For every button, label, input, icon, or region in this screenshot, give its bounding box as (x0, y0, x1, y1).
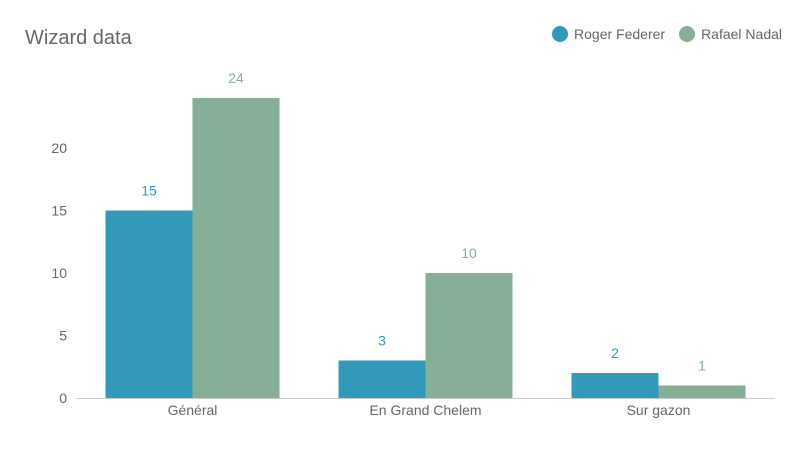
y-tick-label: 15 (51, 203, 67, 219)
bar-series-1[interactable] (571, 373, 659, 398)
x-tick-label: Général (168, 402, 218, 418)
y-tick-label: 0 (59, 390, 67, 406)
legend-label-series-2: Rafael Nadal (701, 26, 782, 42)
legend-item-series-1[interactable]: Roger Federer (552, 26, 665, 42)
legend-item-series-2[interactable]: Rafael Nadal (679, 26, 782, 42)
y-tick-label: 20 (51, 140, 67, 156)
x-tick-label: Sur gazon (627, 402, 691, 418)
bar-value-label: 1 (698, 358, 706, 374)
y-tick-label: 10 (51, 265, 67, 281)
legend-swatch-series-1 (552, 26, 569, 42)
legend-label-series-1: Roger Federer (574, 26, 666, 42)
bar-series-2[interactable] (192, 98, 280, 398)
bar-series-1[interactable] (105, 210, 193, 399)
bar-value-label: 2 (611, 345, 619, 361)
x-tick-label: En Grand Chelem (369, 402, 481, 418)
bar-value-label: 24 (228, 70, 244, 86)
chart-title: Wizard data (25, 27, 132, 49)
bar-value-label: 3 (378, 333, 386, 349)
chart-legend: Roger Federer Rafael Nadal (552, 26, 782, 42)
bar-value-label: 15 (141, 183, 157, 199)
bar-series-2[interactable] (425, 273, 513, 398)
bar-series-2[interactable] (658, 385, 746, 399)
y-tick-label: 5 (59, 328, 67, 344)
bar-series-1[interactable] (338, 360, 426, 399)
bar-value-label: 10 (461, 245, 477, 261)
legend-swatch-series-2 (679, 26, 696, 42)
